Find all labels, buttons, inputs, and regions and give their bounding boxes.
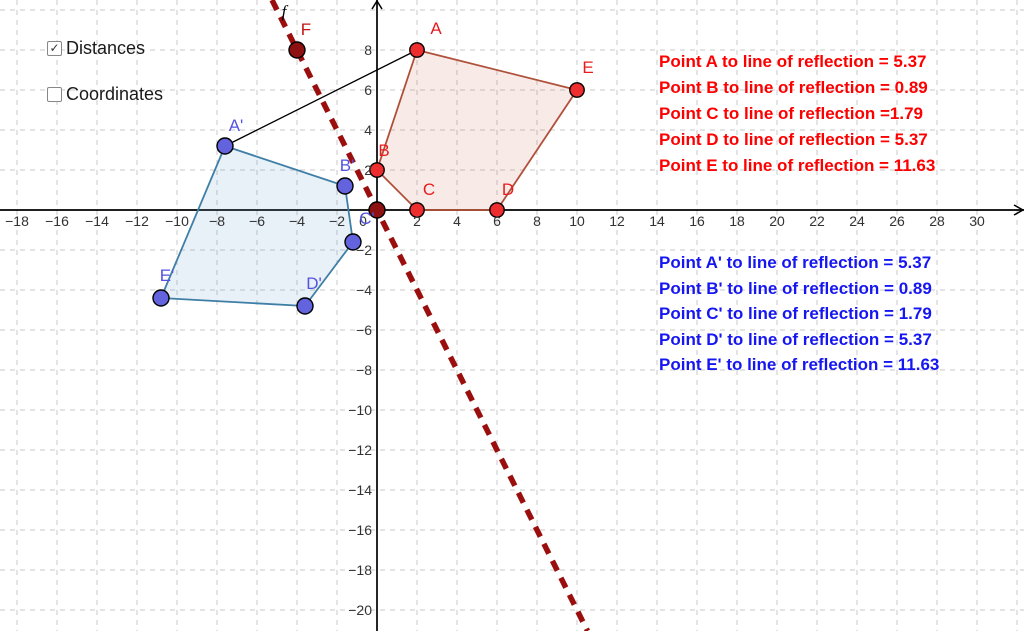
distance-text-blue-1: Point A' to line of reflection = 5.37 <box>659 253 932 272</box>
reflection-line-f[interactable] <box>269 0 590 631</box>
distances-checkbox[interactable]: ✓ <box>47 41 62 56</box>
distance-text-blue-2: Point B' to line of reflection = 0.89 <box>659 279 932 298</box>
checkbox-row-distances[interactable]: ✓ Distances <box>47 38 145 59</box>
point-B[interactable] <box>369 162 385 178</box>
preimage-polygon[interactable] <box>376 49 578 211</box>
distance-text-blue-5: Point E' to line of reflection = 11.63 <box>659 355 940 374</box>
segment-A-Aprime[interactable] <box>224 49 418 147</box>
distance-text-blue-4: Point D' to line of reflection = 5.37 <box>659 330 932 349</box>
point-D'[interactable] <box>296 297 314 315</box>
distance-text-red-4: Point D to line of reflection = 5.37 <box>659 130 928 149</box>
distance-text-blue-3: Point C' to line of reflection = 1.79 <box>659 304 932 323</box>
point-C[interactable] <box>409 202 425 218</box>
point-A[interactable] <box>409 42 425 58</box>
point-D[interactable] <box>489 202 505 218</box>
point-E[interactable] <box>569 82 585 98</box>
y-axis-arrow-icon <box>371 0 383 10</box>
distance-text-red-5: Point E to line of reflection = 11.63 <box>659 156 936 175</box>
image-polygon[interactable] <box>160 145 354 307</box>
point-B'[interactable] <box>336 177 354 195</box>
point-F[interactable] <box>288 41 306 59</box>
x-axis-arrow-icon <box>1013 204 1024 216</box>
distance-text-red-2: Point B to line of reflection = 0.89 <box>659 78 928 97</box>
point-on-line[interactable] <box>368 201 386 219</box>
point-E'[interactable] <box>152 289 170 307</box>
distance-text-red-1: Point A to line of reflection = 5.37 <box>659 52 927 71</box>
checkbox-row-coordinates[interactable]: Coordinates <box>47 84 163 105</box>
coordinates-checkbox-label: Coordinates <box>66 84 164 104</box>
point-A'[interactable] <box>216 137 234 155</box>
coordinates-checkbox[interactable] <box>47 87 62 102</box>
point-C'[interactable] <box>344 233 362 251</box>
distances-checkbox-label: Distances <box>66 38 146 58</box>
distance-text-red-3: Point C to line of reflection =1.79 <box>659 104 924 123</box>
